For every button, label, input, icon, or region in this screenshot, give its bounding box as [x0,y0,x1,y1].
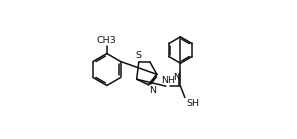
Text: SH: SH [186,99,199,108]
Text: N: N [149,86,156,95]
Text: S: S [135,51,141,60]
Text: CH3: CH3 [97,36,117,45]
Text: NH: NH [161,76,175,85]
Text: N: N [173,73,180,82]
